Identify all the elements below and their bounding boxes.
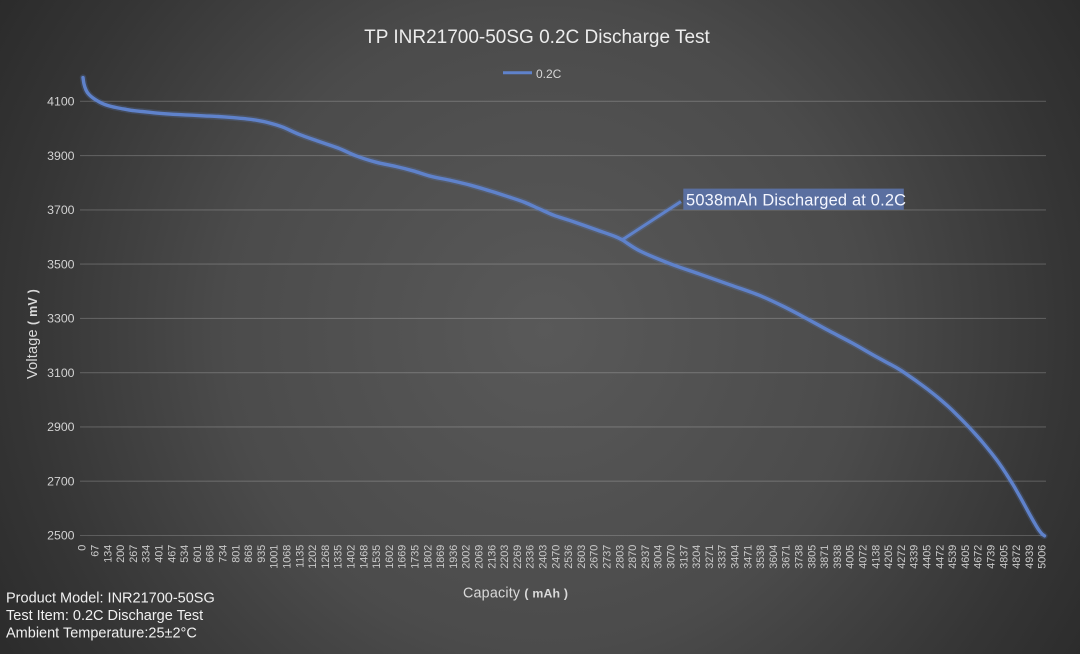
svg-text:Voltage ( mV ): Voltage ( mV ): [25, 289, 41, 379]
svg-text:1335: 1335: [333, 545, 345, 569]
svg-text:3204: 3204: [691, 545, 703, 569]
svg-text:1268: 1268: [320, 545, 332, 569]
svg-text:2403: 2403: [538, 545, 550, 569]
svg-text:2500: 2500: [47, 529, 75, 543]
svg-text:1535: 1535: [371, 545, 383, 569]
svg-text:2803: 2803: [614, 545, 626, 569]
svg-text:1135: 1135: [294, 545, 306, 568]
svg-text:534: 534: [179, 545, 191, 563]
svg-text:601: 601: [192, 545, 204, 563]
svg-text:668: 668: [205, 545, 217, 563]
svg-text:734: 734: [218, 545, 230, 563]
svg-text:2203: 2203: [499, 545, 511, 569]
svg-text:334: 334: [141, 545, 153, 563]
svg-text:2002: 2002: [461, 545, 473, 569]
svg-text:Ambient Temperature:25±2°C: Ambient Temperature:25±2°C: [6, 626, 197, 642]
svg-text:4672: 4672: [973, 545, 985, 569]
svg-text:868: 868: [243, 545, 255, 563]
svg-text:4539: 4539: [947, 545, 959, 569]
svg-text:4205: 4205: [883, 545, 895, 569]
svg-text:1869: 1869: [435, 545, 447, 569]
svg-text:1001: 1001: [269, 545, 281, 569]
svg-text:3137: 3137: [678, 545, 690, 569]
svg-text:4805: 4805: [998, 545, 1010, 569]
svg-text:4939: 4939: [1024, 545, 1036, 569]
svg-text:2937: 2937: [640, 545, 652, 569]
svg-text:2900: 2900: [47, 420, 75, 434]
svg-text:4472: 4472: [934, 545, 946, 569]
svg-text:5006: 5006: [1037, 545, 1049, 569]
svg-text:3004: 3004: [653, 545, 665, 569]
svg-text:935: 935: [256, 545, 268, 563]
svg-text:4339: 4339: [909, 545, 921, 569]
svg-text:4405: 4405: [922, 545, 934, 569]
svg-text:3500: 3500: [47, 257, 75, 271]
svg-text:4100: 4100: [47, 95, 75, 109]
svg-text:3938: 3938: [832, 545, 844, 569]
svg-text:3300: 3300: [47, 312, 75, 326]
svg-text:3404: 3404: [730, 545, 742, 569]
svg-text:Test Item: 0.2C Discharge Test: Test Item: 0.2C Discharge Test: [6, 608, 203, 624]
svg-text:2700: 2700: [47, 474, 75, 488]
svg-text:2870: 2870: [627, 545, 639, 569]
svg-text:4072: 4072: [858, 545, 870, 569]
svg-text:2269: 2269: [512, 545, 524, 569]
svg-text:3471: 3471: [742, 545, 754, 569]
svg-text:401: 401: [154, 545, 166, 563]
svg-text:3337: 3337: [717, 545, 729, 569]
svg-text:1936: 1936: [448, 545, 460, 569]
svg-text:3604: 3604: [768, 545, 780, 569]
svg-text:1068: 1068: [282, 545, 294, 569]
svg-text:1669: 1669: [397, 545, 409, 569]
svg-text:3700: 3700: [47, 203, 75, 217]
svg-text:2737: 2737: [602, 545, 614, 569]
svg-text:2470: 2470: [550, 545, 562, 569]
svg-text:4605: 4605: [960, 545, 972, 569]
svg-text:2603: 2603: [576, 545, 588, 569]
svg-text:801: 801: [230, 545, 242, 563]
svg-text:1468: 1468: [358, 545, 370, 569]
svg-text:2069: 2069: [474, 545, 486, 569]
svg-text:3100: 3100: [47, 366, 75, 380]
svg-text:4872: 4872: [1011, 545, 1023, 569]
svg-text:3271: 3271: [704, 545, 716, 569]
svg-text:TP INR21700-50SG 0.2C Discharg: TP INR21700-50SG 0.2C Discharge Test: [364, 27, 710, 48]
svg-text:3538: 3538: [755, 545, 767, 569]
svg-text:4005: 4005: [845, 545, 857, 569]
svg-text:Product Model: INR21700-50SG: Product Model: INR21700-50SG: [6, 590, 215, 606]
svg-text:0.2C: 0.2C: [536, 67, 562, 81]
svg-text:67: 67: [90, 545, 102, 557]
svg-text:4272: 4272: [896, 545, 908, 569]
svg-text:5038mAh Discharged at 0.2C: 5038mAh Discharged at 0.2C: [686, 192, 906, 210]
svg-text:3738: 3738: [794, 545, 806, 569]
svg-text:1802: 1802: [422, 545, 434, 569]
svg-text:4739: 4739: [986, 545, 998, 569]
svg-text:3871: 3871: [819, 545, 831, 569]
svg-text:2536: 2536: [563, 545, 575, 569]
svg-text:1402: 1402: [346, 545, 358, 569]
svg-text:0: 0: [77, 545, 89, 551]
svg-text:1202: 1202: [307, 545, 319, 569]
svg-text:Capacity ( mAh ): Capacity ( mAh ): [463, 585, 568, 601]
svg-text:3805: 3805: [806, 545, 818, 569]
svg-text:200: 200: [115, 545, 127, 563]
svg-text:1602: 1602: [384, 545, 396, 569]
svg-text:3671: 3671: [781, 545, 793, 569]
svg-text:267: 267: [128, 545, 140, 563]
svg-text:2136: 2136: [486, 545, 498, 569]
svg-text:1735: 1735: [410, 545, 422, 569]
svg-text:4138: 4138: [870, 545, 882, 569]
svg-text:2336: 2336: [525, 545, 537, 569]
svg-text:134: 134: [102, 545, 114, 563]
svg-text:3070: 3070: [666, 545, 678, 569]
svg-text:3900: 3900: [47, 149, 75, 163]
svg-text:2670: 2670: [589, 545, 601, 569]
svg-text:467: 467: [166, 545, 178, 563]
